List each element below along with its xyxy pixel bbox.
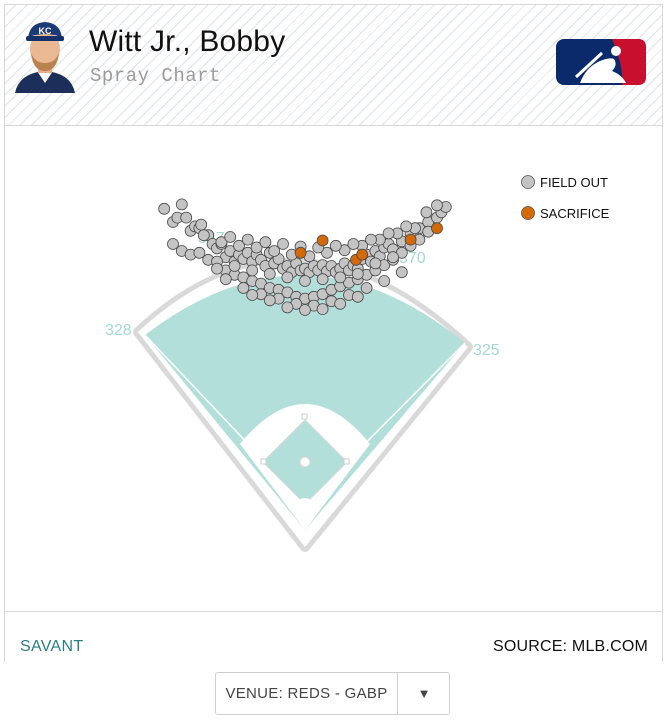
- field-out-point-133: [334, 271, 347, 284]
- chart-subtitle: Spray Chart: [90, 65, 221, 87]
- field-out-point-137: [246, 289, 259, 301]
- venue-select[interactable]: VENUE: REDS - GABP ▼: [215, 672, 450, 715]
- savant-link[interactable]: SAVANT: [20, 638, 84, 655]
- field-out-point-142: [334, 297, 347, 310]
- field-out-point-94: [321, 246, 333, 259]
- dropdown-arrow-icon[interactable]: ▼: [417, 686, 431, 701]
- legend-item-field-out: FIELD OUT: [521, 175, 608, 190]
- mlb-logo-icon: [556, 39, 646, 85]
- field-out-point-126: [211, 262, 223, 275]
- field-out-point-88: [215, 236, 228, 249]
- field-out-point-116: [241, 233, 254, 246]
- outfield-grass: [145, 275, 465, 530]
- field-out-point-117: [259, 236, 272, 249]
- field-out-point-140: [299, 304, 311, 316]
- field-out-point-57: [167, 238, 179, 250]
- field-out-point-125: [400, 220, 413, 233]
- sacrifice-point-0: [294, 246, 307, 259]
- source-credit: SOURCE: MLB.COM: [492, 638, 648, 655]
- field-out-point-3: [175, 198, 188, 211]
- sacrifice-point-3: [356, 248, 369, 261]
- svg-text:KC: KC: [39, 26, 52, 36]
- field-out-point-115: [224, 231, 237, 243]
- field-out-point-89: [233, 239, 245, 252]
- spray-chart-card: KC Witt Jr., Bobby Spray Chart 328 387 3…: [4, 4, 663, 662]
- field-out-point-131: [299, 275, 311, 287]
- distance-label-right: 325: [473, 342, 500, 359]
- chart-footer: SAVANT SOURCE: MLB.COM: [5, 611, 662, 662]
- first-base: [343, 458, 350, 465]
- field-out-point-101: [195, 218, 208, 231]
- legend-marker-sacrifice: [521, 206, 535, 220]
- field-out-point-127: [228, 260, 241, 272]
- field-out-point-91: [268, 245, 281, 257]
- player-headshot-icon: KC: [15, 22, 75, 93]
- legend-marker-field-out: [521, 175, 535, 189]
- field-out-point-139: [281, 301, 294, 314]
- second-base: [301, 413, 308, 420]
- player-name: Witt Jr., Bobby: [89, 25, 286, 58]
- field-out-point-60: [193, 246, 206, 259]
- sacrifice-point-4: [404, 233, 417, 246]
- home-plate-area: [295, 498, 315, 518]
- field-out-point-90: [250, 241, 263, 254]
- batted-ball-points: [158, 198, 452, 316]
- field-out-point-138: [263, 294, 276, 307]
- field-out-point-121: [329, 239, 342, 252]
- field-out-point-87: [197, 229, 210, 242]
- third-base: [260, 458, 267, 465]
- field-out-point-114: [395, 266, 408, 279]
- field-out-point-124: [382, 227, 395, 240]
- field-out-point-104: [219, 273, 232, 286]
- field-out-point-134: [351, 267, 364, 280]
- chart-legend: FIELD OUT SACRIFICE: [521, 175, 610, 221]
- spray-chart-plot: 328 387 370 325 FIELD OUT SACRIFICE: [105, 175, 610, 552]
- field-out-point-129: [263, 267, 276, 280]
- field-out-point-102: [420, 206, 433, 219]
- field-out-point-0: [158, 202, 171, 215]
- chart-header: KC Witt Jr., Bobby Spray Chart: [5, 5, 662, 126]
- field-out-point-103: [431, 199, 443, 212]
- legend-label-sacrifice: SACRIFICE: [540, 206, 610, 221]
- field-out-point-141: [316, 303, 329, 316]
- field-out-point-128: [246, 264, 259, 277]
- field-out-point-135: [369, 257, 382, 270]
- legend-label-field-out: FIELD OUT: [540, 175, 608, 190]
- field-out-point-132: [316, 273, 329, 286]
- pitchers-mound: [299, 456, 311, 468]
- field-out-point-100: [180, 211, 193, 224]
- field-out-point-113: [378, 275, 391, 287]
- field-out-point-112: [360, 282, 373, 294]
- field-out-point-122: [347, 238, 360, 250]
- field-out-point-143: [351, 290, 364, 303]
- field-out-point-136: [387, 251, 399, 264]
- field-out-point-130: [281, 271, 294, 284]
- field-out-point-118: [277, 238, 289, 250]
- field-out-point-105: [237, 282, 250, 294]
- sacrifice-point-1: [316, 234, 329, 247]
- venue-select-divider: [397, 673, 398, 714]
- distance-label-left: 328: [105, 322, 132, 339]
- field-out-point-123: [365, 233, 377, 246]
- sacrifice-point-5: [431, 222, 443, 235]
- venue-select-value[interactable]: VENUE: REDS - GABP: [225, 685, 388, 702]
- legend-item-sacrifice: SACRIFICE: [521, 206, 610, 221]
